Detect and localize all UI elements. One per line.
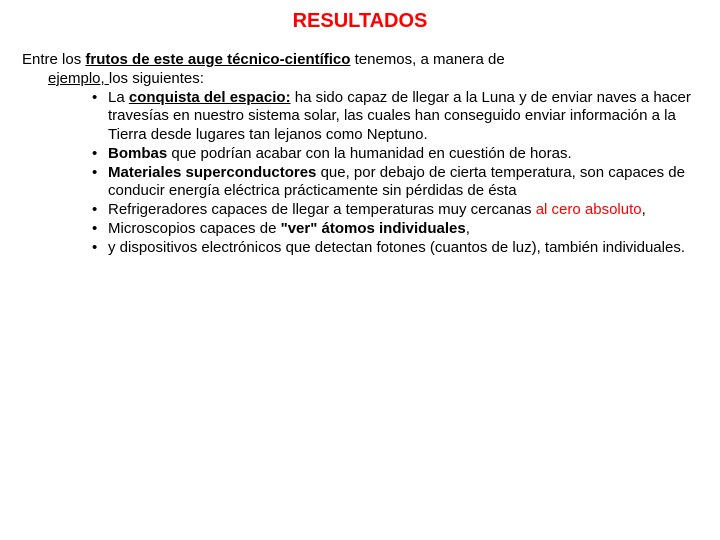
text-segment: y dispositivos electrónicos que detectan… bbox=[108, 239, 685, 256]
text-segment: al cero absoluto bbox=[536, 201, 642, 218]
intro-pre: Entre los bbox=[22, 51, 85, 68]
intro-line2: ejemplo, los siguientes: bbox=[22, 70, 204, 87]
bullet-list: La conquista del espacio: ha sido capaz … bbox=[22, 89, 698, 258]
text-segment: La bbox=[108, 89, 129, 106]
list-item: Microscopios capaces de "ver" átomos ind… bbox=[92, 220, 698, 239]
intro-paragraph: Entre los frutos de este auge técnico-ci… bbox=[22, 51, 698, 89]
list-item: Refrigeradores capaces de llegar a tempe… bbox=[92, 201, 698, 220]
text-segment: Bombas bbox=[108, 145, 167, 162]
list-item: y dispositivos electrónicos que detectan… bbox=[92, 239, 698, 258]
slide-title: RESULTADOS bbox=[22, 10, 698, 33]
text-segment: Materiales superconductores bbox=[108, 164, 316, 181]
intro-line2-pre: ejemplo, bbox=[48, 70, 109, 87]
text-segment: conquista del espacio: bbox=[129, 89, 291, 106]
intro-line2-post: los siguientes: bbox=[109, 70, 204, 87]
text-segment: , bbox=[466, 220, 470, 237]
list-item: Materiales superconductores que, por deb… bbox=[92, 164, 698, 202]
text-segment: que podrían acabar con la humanidad en c… bbox=[167, 145, 571, 162]
slide-container: RESULTADOS Entre los frutos de este auge… bbox=[0, 0, 720, 267]
list-item: La conquista del espacio: ha sido capaz … bbox=[92, 89, 698, 145]
text-segment: Microscopios capaces de bbox=[108, 220, 281, 237]
text-segment: , bbox=[642, 201, 646, 218]
text-segment: "ver" átomos individuales bbox=[281, 220, 466, 237]
intro-post: tenemos, a manera de bbox=[350, 51, 504, 68]
list-item: Bombas que podrían acabar con la humanid… bbox=[92, 145, 698, 164]
text-segment: Refrigeradores capaces de llegar a tempe… bbox=[108, 201, 536, 218]
intro-bold: frutos de este auge técnico-científico bbox=[85, 51, 350, 68]
